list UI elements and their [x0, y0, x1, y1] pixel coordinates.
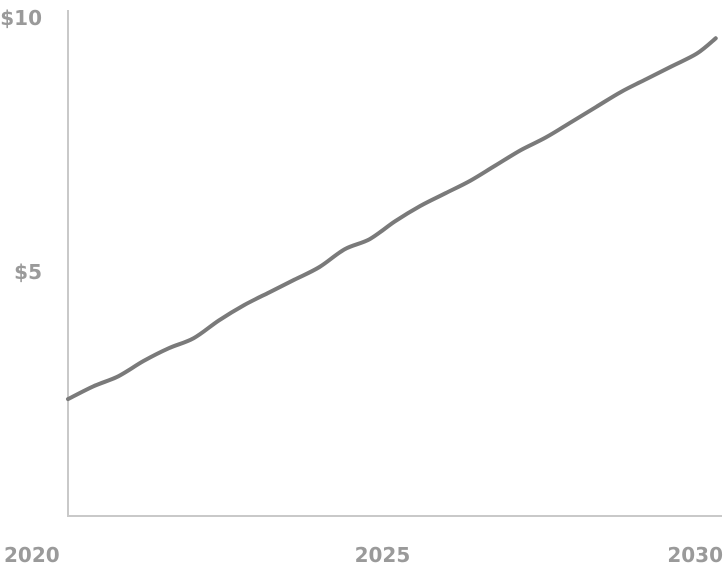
x-tick-label: 2025 — [355, 543, 411, 564]
axes — [67, 10, 722, 517]
y-tick-label: $10 — [0, 6, 42, 30]
y-tick-label: $5 — [14, 260, 42, 284]
series-line-0 — [66, 36, 718, 402]
series-group — [66, 36, 718, 402]
tick-labels: 2020 2025 2030 $5 $10 — [0, 6, 723, 564]
axis-lines — [67, 10, 722, 517]
x-tick-label: 2020 — [4, 543, 60, 564]
x-tick-label: 2030 — [667, 543, 723, 564]
